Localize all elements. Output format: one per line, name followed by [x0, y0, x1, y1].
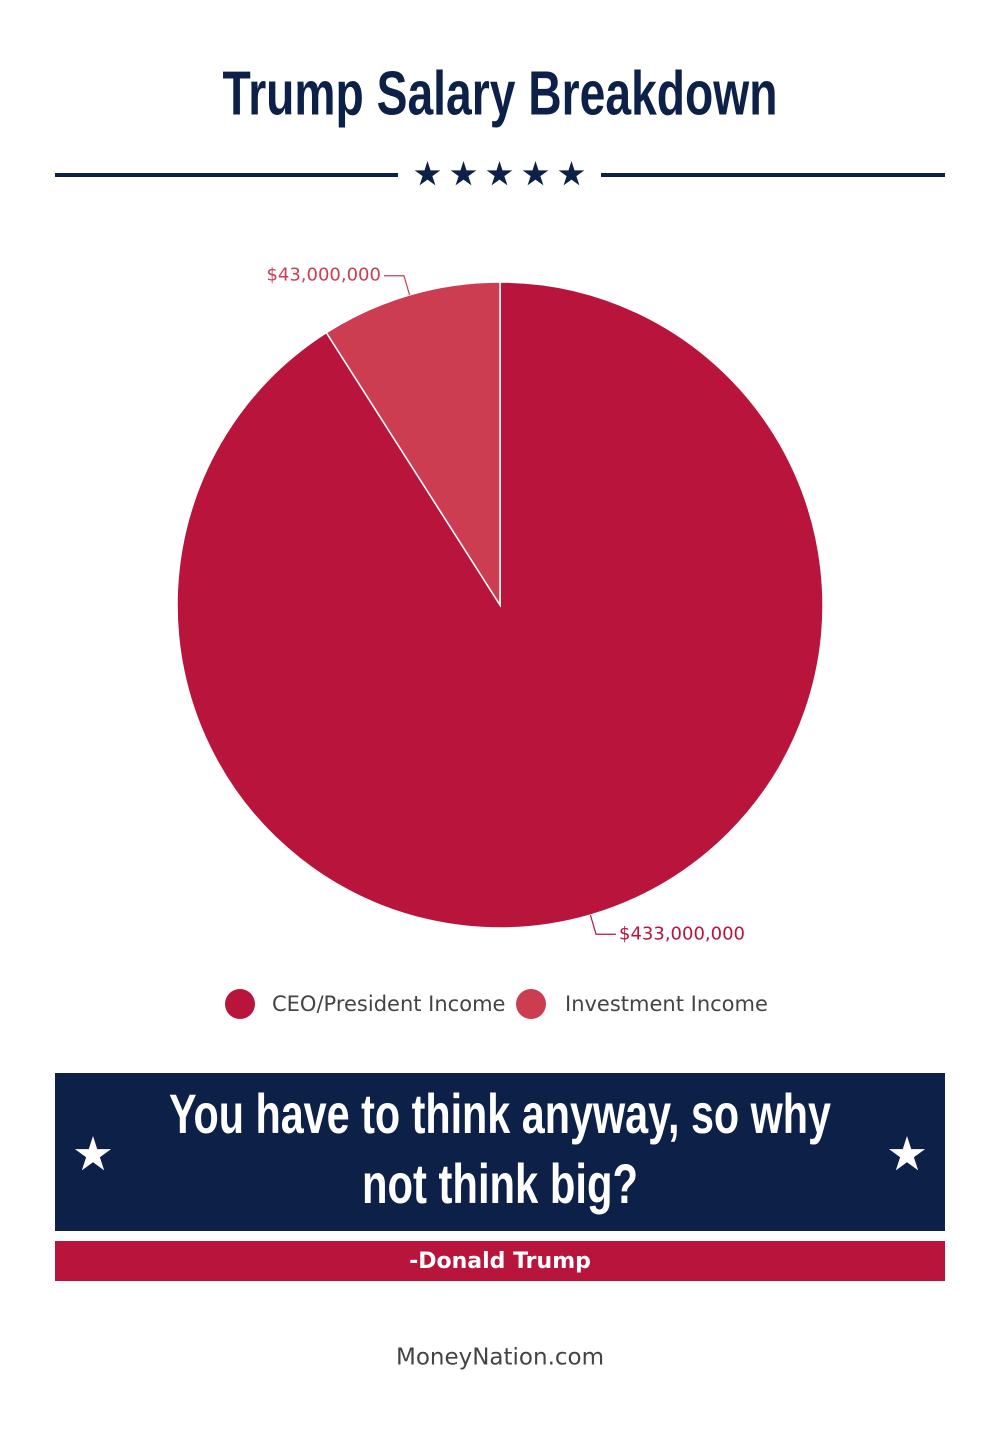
legend-swatch — [225, 989, 255, 1019]
stars — [414, 161, 585, 186]
data-label: $433,000,000 — [619, 923, 745, 944]
pie-slice — [325, 281, 501, 608]
star — [486, 161, 513, 186]
legend-swatch — [516, 989, 546, 1019]
data-label: $43,000,000 — [266, 265, 381, 286]
star — [558, 161, 585, 186]
star — [414, 161, 441, 186]
source: MoneyNation.com — [396, 1345, 604, 1371]
legend-label: CEO/President Income — [272, 992, 505, 1016]
leader-line — [589, 914, 617, 935]
leader-line — [383, 275, 411, 296]
quote-line: not think big? — [362, 1152, 638, 1215]
quote-line: You have to think anyway, so why — [169, 1082, 831, 1145]
pie-chart: $433,000,000 $43,000,000 CEO/President Inc… — [176, 265, 824, 1019]
star — [450, 161, 477, 186]
quote-banner — [55, 1073, 945, 1231]
legend-label: Investment Income — [565, 992, 768, 1016]
attribution: -Donald Trump — [409, 1249, 591, 1274]
attribution-bar — [55, 1241, 945, 1281]
star — [522, 161, 549, 186]
title: Trump Salary Breakdown — [223, 59, 778, 128]
